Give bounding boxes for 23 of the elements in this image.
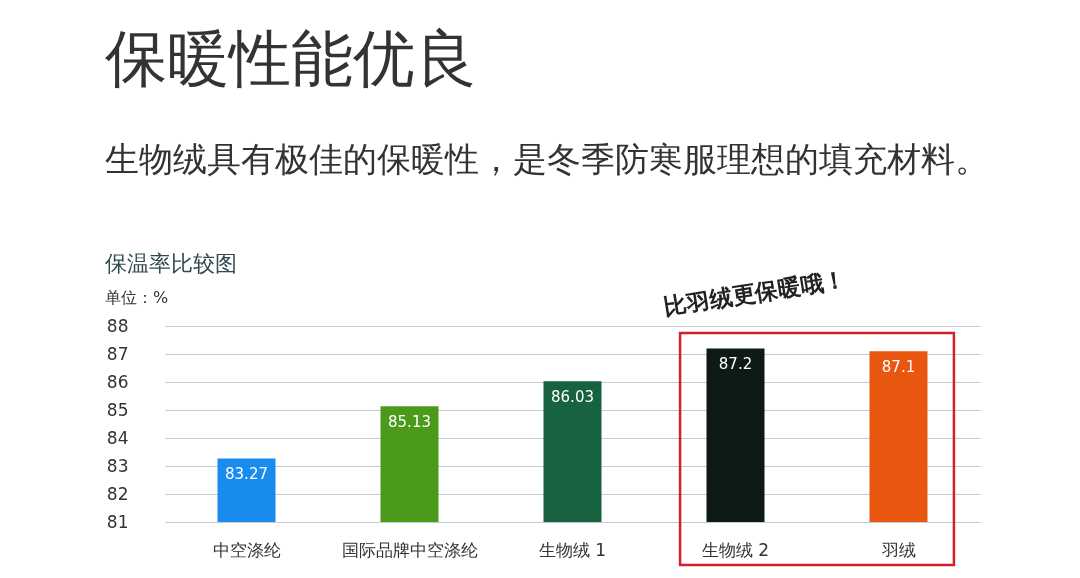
x-tick-label: 羽绒 — [880, 539, 916, 560]
y-tick-label: 85 — [106, 399, 129, 420]
y-axis-title: 单位：% — [105, 288, 169, 307]
y-tick-label: 83 — [106, 455, 129, 476]
x-tick-label: 国际品牌中空涤纶 — [341, 539, 478, 560]
y-tick-label: 81 — [106, 511, 129, 532]
x-tick-label: 生物绒 1 — [538, 539, 607, 560]
y-tick-label: 88 — [106, 315, 129, 336]
chart-title: 保暖性能优良 — [105, 21, 477, 95]
data-label: 87.2 — [718, 355, 753, 374]
data-label: 87.1 — [881, 358, 916, 377]
text: 保温率比较图 — [105, 251, 237, 276]
y-tick-label: 82 — [106, 483, 129, 504]
chart-subtitle: 生物绒具有极佳的保暖性，是冬季防寒服理想的填充材料。 — [105, 139, 989, 179]
data-label: 86.03 — [551, 388, 594, 407]
data-label: 83.27 — [225, 465, 268, 484]
y-tick-label: 87 — [106, 343, 129, 364]
text: 比羽绒更保暖哦！ — [662, 265, 848, 321]
y-tick-label: 86 — [106, 371, 129, 392]
x-tick-label: 中空涤纶 — [212, 539, 281, 560]
x-tick-label: 生物绒 2 — [701, 539, 770, 560]
y-tick-label: 84 — [106, 427, 129, 448]
data-label: 85.13 — [388, 413, 431, 432]
